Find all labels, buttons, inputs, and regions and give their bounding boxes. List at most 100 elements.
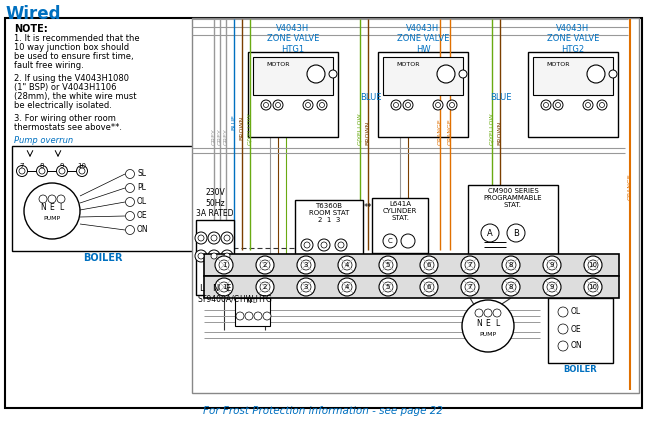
Circle shape (36, 165, 47, 176)
Circle shape (342, 260, 352, 270)
Text: ORANGE: ORANGE (628, 173, 633, 200)
Text: 2. If using the V4043H1080: 2. If using the V4043H1080 (14, 74, 129, 83)
Circle shape (260, 260, 270, 270)
Circle shape (401, 234, 415, 248)
Text: **: ** (364, 203, 373, 212)
Text: 8: 8 (39, 163, 44, 169)
Circle shape (484, 309, 492, 317)
Text: L: L (199, 284, 203, 293)
Circle shape (195, 232, 207, 244)
Text: ORANGE: ORANGE (437, 118, 443, 145)
Text: thermostats see above**.: thermostats see above**. (14, 123, 122, 132)
Circle shape (17, 165, 28, 176)
Circle shape (459, 70, 467, 78)
Text: 8: 8 (509, 284, 513, 290)
Text: MOTOR: MOTOR (266, 62, 289, 67)
Circle shape (59, 168, 65, 174)
Circle shape (76, 165, 87, 176)
Circle shape (435, 103, 441, 108)
Circle shape (502, 256, 520, 274)
Circle shape (79, 168, 85, 174)
Circle shape (198, 253, 204, 259)
Circle shape (19, 168, 25, 174)
Text: 7: 7 (468, 262, 472, 268)
Bar (235, 298, 270, 326)
Circle shape (211, 235, 217, 241)
Text: PL: PL (137, 184, 146, 192)
Circle shape (587, 65, 605, 83)
Circle shape (465, 282, 475, 292)
Circle shape (462, 300, 514, 352)
Text: NOTE:: NOTE: (14, 24, 48, 34)
Text: GREY: GREY (223, 128, 228, 145)
Text: PUMP: PUMP (43, 216, 61, 221)
Text: BROWN: BROWN (239, 116, 245, 140)
Text: BLUE: BLUE (490, 92, 512, 102)
Circle shape (208, 232, 220, 244)
Text: OE: OE (137, 211, 148, 221)
Text: 9: 9 (550, 284, 554, 290)
Circle shape (301, 239, 313, 251)
Bar (253, 57, 333, 95)
Bar (248, 52, 338, 137)
Circle shape (481, 224, 499, 242)
Text: 6: 6 (427, 262, 432, 268)
Text: 10 way junction box should: 10 way junction box should (14, 43, 129, 52)
Circle shape (211, 253, 217, 259)
Bar (533, 57, 613, 95)
Text: MOTOR: MOTOR (396, 62, 419, 67)
Circle shape (301, 282, 311, 292)
Text: C: C (388, 238, 392, 244)
Text: 2: 2 (263, 262, 267, 268)
Text: N: N (212, 284, 218, 293)
Text: GREY: GREY (217, 128, 223, 145)
Text: OL: OL (571, 308, 581, 316)
Circle shape (219, 260, 229, 270)
Text: 10: 10 (589, 284, 597, 290)
Text: 3: 3 (303, 262, 308, 268)
Circle shape (609, 70, 617, 78)
Circle shape (221, 232, 233, 244)
Text: E: E (50, 203, 54, 211)
Circle shape (584, 278, 602, 296)
Bar (528, 52, 618, 137)
Circle shape (383, 260, 393, 270)
Circle shape (437, 65, 455, 83)
Text: 8: 8 (509, 262, 513, 268)
Circle shape (391, 100, 401, 110)
Text: N-L: N-L (247, 299, 258, 304)
Circle shape (541, 100, 551, 110)
Text: BOILER: BOILER (83, 253, 123, 263)
Text: B: B (513, 228, 519, 238)
Text: L: L (59, 203, 63, 211)
Text: MOTOR: MOTOR (546, 62, 569, 67)
Circle shape (586, 103, 591, 108)
Text: 230V
50Hz
3A RATED: 230V 50Hz 3A RATED (196, 188, 234, 218)
Text: 1. It is recommended that the: 1. It is recommended that the (14, 34, 140, 43)
Circle shape (547, 282, 557, 292)
Circle shape (379, 278, 397, 296)
Circle shape (461, 278, 479, 296)
Circle shape (424, 260, 434, 270)
Text: V4043H
ZONE VALVE
HTG1: V4043H ZONE VALVE HTG1 (267, 24, 319, 54)
Circle shape (433, 100, 443, 110)
Bar (372, 198, 428, 253)
Text: OE: OE (571, 325, 582, 333)
Circle shape (403, 100, 413, 110)
Text: BROWN: BROWN (366, 121, 371, 145)
Text: L: L (495, 319, 499, 327)
Text: A: A (487, 228, 493, 238)
Text: be electrically isolated.: be electrically isolated. (14, 101, 112, 110)
Circle shape (342, 282, 352, 292)
Bar (378, 52, 468, 137)
Circle shape (297, 278, 315, 296)
Text: For Frost Protection information - see page 22: For Frost Protection information - see p… (203, 406, 443, 416)
Text: GREY: GREY (212, 128, 217, 145)
Text: PUMP: PUMP (479, 333, 496, 338)
Text: 7: 7 (20, 163, 24, 169)
Circle shape (301, 260, 311, 270)
Circle shape (24, 183, 80, 239)
Bar (295, 200, 363, 255)
Circle shape (263, 312, 271, 320)
Circle shape (406, 103, 410, 108)
